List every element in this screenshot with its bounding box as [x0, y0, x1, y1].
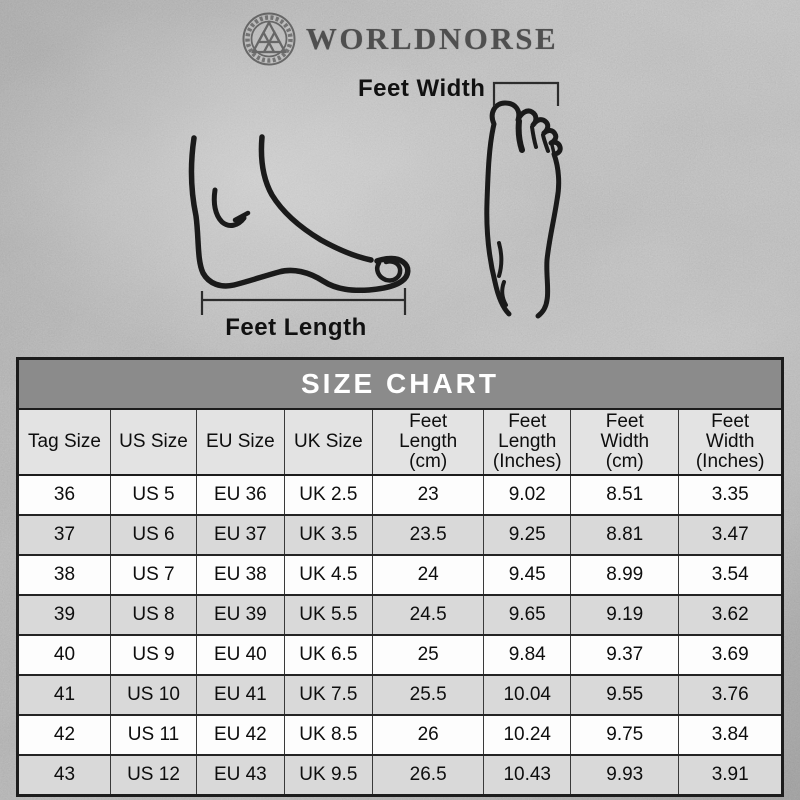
table-cell: UK 7.5 [283, 674, 373, 715]
size-chart-table: Tag Size US Size EU Size UK Size Feet Length… [19, 410, 781, 794]
column-header: US Size [109, 410, 197, 476]
table-cell: 9.19 [570, 594, 679, 635]
table-row: 38 US 7 EU 38 UK 4.5 24 9.45 8.99 3.54 [19, 554, 781, 595]
column-header: EU Size [196, 410, 285, 476]
foot-top-illustration [484, 100, 563, 319]
column-header: Feet Width (Inches) [678, 410, 781, 476]
table-cell: 3.54 [678, 554, 781, 595]
table-cell: 9.45 [483, 554, 571, 595]
table-cell: US 9 [109, 634, 197, 675]
table-cell: US 6 [109, 514, 197, 555]
table-cell: 24 [372, 554, 484, 595]
table-cell: 3.62 [678, 594, 781, 635]
table-cell: UK 4.5 [283, 554, 373, 595]
table-cell: 9.93 [570, 754, 679, 794]
feet-length-measure-line [200, 288, 407, 315]
table-cell: UK 8.5 [283, 714, 373, 755]
table-row: 42 US 11 EU 42 UK 8.5 26 10.24 9.75 3.84 [19, 714, 781, 755]
table-cell: EU 42 [196, 714, 285, 755]
table-cell: EU 39 [196, 594, 285, 635]
table-cell: UK 2.5 [283, 475, 373, 515]
table-cell: 42 [19, 714, 111, 755]
table-cell: UK 5.5 [283, 594, 373, 635]
table-cell: 9.37 [570, 634, 679, 675]
table-cell: EU 38 [196, 554, 285, 595]
table-cell: 23 [372, 475, 484, 515]
table-cell: UK 9.5 [283, 754, 373, 794]
table-row: 39 US 8 EU 39 UK 5.5 24.5 9.65 9.19 3.62 [19, 594, 781, 635]
size-chart-title: SIZE CHART [19, 360, 781, 410]
feet-diagram [188, 81, 563, 319]
table-cell: 38 [19, 554, 111, 595]
table-cell: EU 36 [196, 475, 285, 515]
table-row: 43 US 12 EU 43 UK 9.5 26.5 10.43 9.93 3.91 [19, 754, 781, 794]
column-header: Tag Size [19, 410, 111, 476]
column-header: Feet Width (cm) [570, 410, 679, 476]
table-cell: 26.5 [372, 754, 484, 794]
foot-side-illustration [188, 134, 411, 294]
table-cell: 10.43 [483, 754, 571, 794]
table-cell: US 10 [109, 674, 197, 715]
table-cell: 43 [19, 754, 111, 794]
table-row: 37 US 6 EU 37 UK 3.5 23.5 9.25 8.81 3.47 [19, 514, 781, 555]
table-cell: 23.5 [372, 514, 484, 555]
table-cell: 9.25 [483, 514, 571, 555]
table-cell: 9.65 [483, 594, 571, 635]
table-cell: 9.55 [570, 674, 679, 715]
table-row: 41 US 10 EU 41 UK 7.5 25.5 10.04 9.55 3.76 [19, 674, 781, 715]
feet-length-label: Feet Length [225, 314, 367, 341]
table-cell: 9.02 [483, 475, 571, 515]
table-cell: US 11 [109, 714, 197, 755]
table-cell: 8.81 [570, 514, 679, 555]
table-cell: 24.5 [372, 594, 484, 635]
table-cell: 25.5 [372, 674, 484, 715]
table-cell: 26 [372, 714, 484, 755]
table-cell: EU 37 [196, 514, 285, 555]
table-cell: 39 [19, 594, 111, 635]
table-cell: 25 [372, 634, 484, 675]
table-cell: UK 6.5 [283, 634, 373, 675]
table-cell: 3.84 [678, 714, 781, 755]
table-cell: 3.47 [678, 514, 781, 555]
feet-width-label: Feet Width [358, 75, 486, 102]
table-cell: 9.75 [570, 714, 679, 755]
table-cell: 10.04 [483, 674, 571, 715]
table-cell: 9.84 [483, 634, 571, 675]
table-row: 36 US 5 EU 36 UK 2.5 23 9.02 8.51 3.35 [19, 475, 781, 515]
table-cell: 36 [19, 475, 111, 515]
table-cell: EU 43 [196, 754, 285, 794]
brand-name: WORLDNORSE [305, 21, 559, 56]
feet-width-measure-line [492, 81, 560, 106]
table-cell: US 12 [109, 754, 197, 794]
column-header: UK Size [283, 410, 373, 476]
table-cell: 3.76 [678, 674, 781, 715]
table-cell: 10.24 [483, 714, 571, 755]
brand-header: WORLDNORSE [0, 10, 800, 68]
table-cell: UK 3.5 [283, 514, 373, 555]
size-chart-panel: SIZE CHART Tag Size US Size EU Size UK Size… [16, 357, 784, 797]
table-cell: US 5 [109, 475, 197, 515]
table-cell: EU 41 [196, 674, 285, 715]
table-row: 40 US 9 EU 40 UK 6.5 25 9.84 9.37 3.69 [19, 634, 781, 675]
table-cell: EU 40 [196, 634, 285, 675]
table-cell: 37 [19, 514, 111, 555]
table-cell: 3.69 [678, 634, 781, 675]
column-header: Feet Length (Inches) [483, 410, 571, 476]
table-cell: 3.35 [678, 475, 781, 515]
column-header: Feet Length (cm) [372, 410, 484, 476]
table-cell: 41 [19, 674, 111, 715]
table-cell: 8.51 [570, 475, 679, 515]
table-cell: 8.99 [570, 554, 679, 595]
table-cell: US 8 [109, 594, 197, 635]
table-header-row: Tag Size US Size EU Size UK Size Feet Length… [19, 410, 781, 476]
valknut-logo-icon [242, 12, 296, 66]
table-cell: US 7 [109, 554, 197, 595]
table-cell: 40 [19, 634, 111, 675]
table-cell: 3.91 [678, 754, 781, 794]
